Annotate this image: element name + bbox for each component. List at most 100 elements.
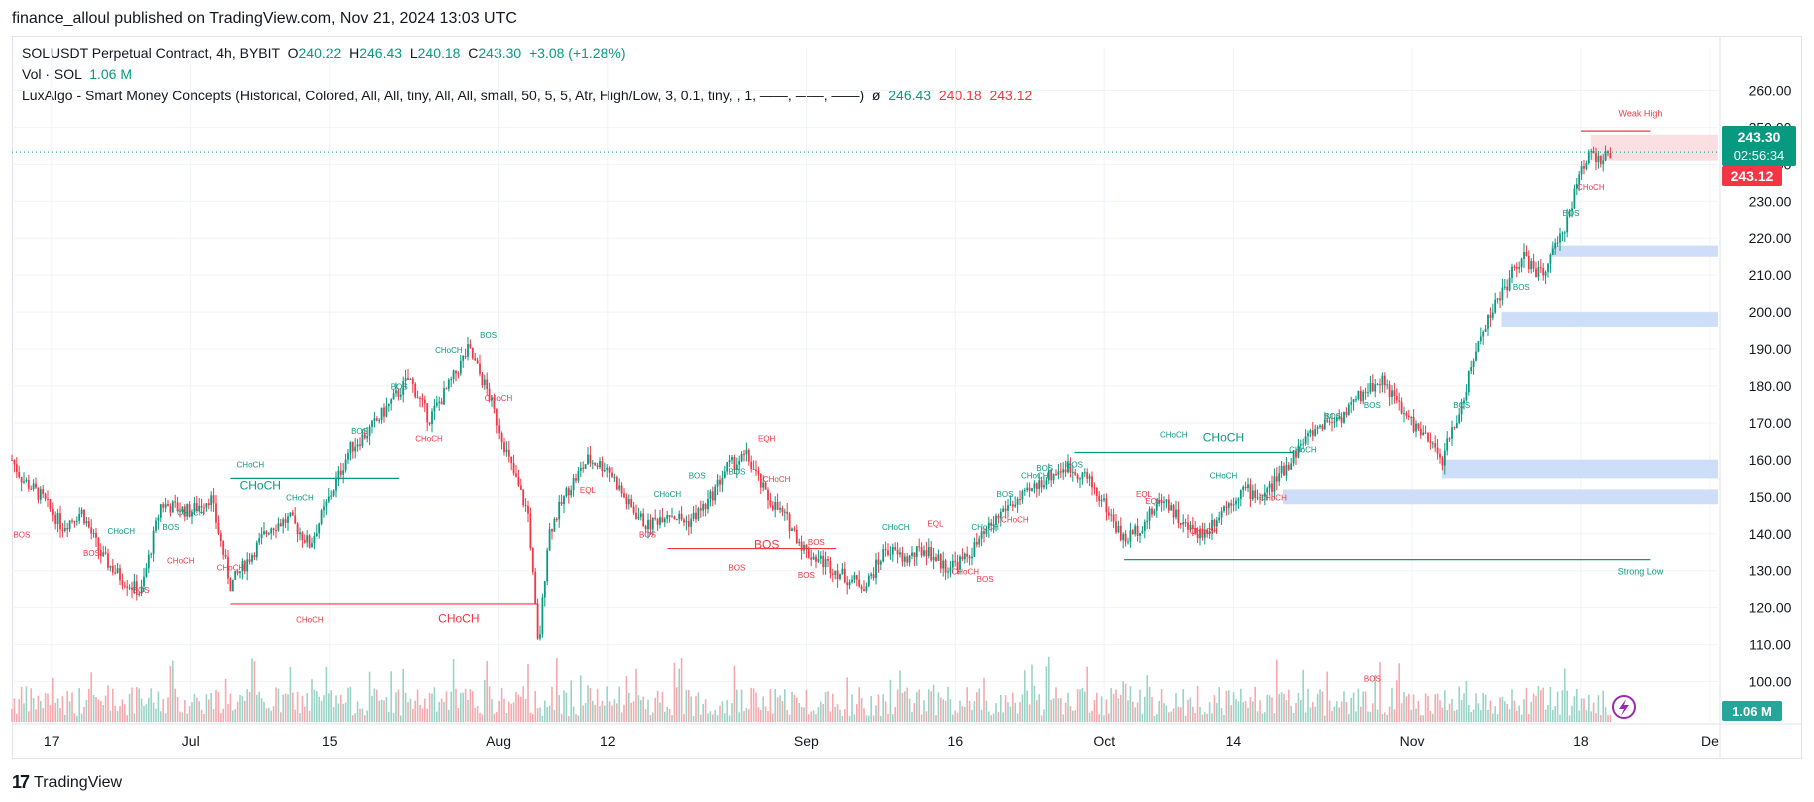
candle-body (1268, 483, 1271, 489)
candle-body (140, 586, 143, 594)
volume-bar (35, 709, 37, 722)
candle-body (1103, 498, 1105, 500)
volume-bar (582, 705, 584, 722)
candle-body (87, 521, 90, 528)
candle-body (1081, 472, 1084, 479)
volume-bar (836, 704, 839, 722)
symbol-title[interactable]: SOLUSDT Perpetual Contract, 4h, BYBIT (22, 45, 280, 61)
volume-bar (1105, 699, 1108, 722)
volume-bar (1124, 683, 1127, 722)
candle-body (1376, 384, 1379, 386)
volume-bar (73, 713, 76, 722)
candle-body (1088, 476, 1091, 479)
candle-body (500, 433, 503, 443)
volume-bar (728, 715, 731, 722)
candle-body (543, 581, 546, 598)
volume-bar (1436, 693, 1439, 722)
candle-body (131, 587, 133, 591)
candle-body (1273, 476, 1276, 492)
volume-bar (28, 711, 30, 722)
volume-bar (1086, 666, 1088, 722)
volume-bar (988, 711, 990, 722)
volume-bar (1559, 714, 1561, 722)
volume-bar (287, 694, 289, 722)
volume-bar (78, 688, 80, 722)
volume-bar (894, 707, 896, 722)
candle-body (995, 515, 997, 525)
tradingview-logo-icon[interactable]: 17 (12, 772, 30, 792)
volume-bar (1463, 693, 1465, 722)
volume-bar (232, 710, 234, 722)
volume-bar (148, 697, 150, 722)
candle-body (906, 556, 909, 563)
volume-bar (1420, 715, 1422, 722)
volume-bar (361, 708, 364, 722)
candle-body (685, 521, 688, 523)
volume-bar (812, 710, 815, 722)
candle-body (1278, 473, 1281, 482)
volume-bar (630, 702, 632, 722)
volume-bar (613, 699, 616, 722)
candle-body (1436, 447, 1439, 454)
volume-bar (1091, 710, 1093, 722)
structure-label: CHoCH (167, 556, 195, 565)
volume-bar (1000, 694, 1002, 722)
volume-bar (452, 659, 455, 722)
candle-body (1496, 298, 1499, 300)
candle-body (231, 579, 234, 592)
candle-body (1467, 371, 1470, 393)
volume-bar (1136, 702, 1139, 722)
volume-bar (184, 700, 186, 722)
volume-bar (1088, 712, 1091, 722)
candle-body (90, 527, 93, 534)
volume-bar (690, 696, 692, 722)
volume-bar (500, 688, 503, 722)
volume-bar (1290, 705, 1292, 722)
volume-bar (541, 715, 544, 722)
volume-bar (743, 711, 745, 722)
candle-body (114, 572, 117, 574)
candle-body (174, 501, 177, 503)
volume-bar (42, 708, 44, 722)
lightning-icon[interactable] (1612, 695, 1636, 719)
volume-bar (196, 697, 198, 722)
candle-body (1364, 391, 1367, 393)
volume-bar (884, 701, 887, 722)
candle-body (1587, 151, 1590, 164)
candle-body (1595, 153, 1597, 163)
volume-bar (1280, 692, 1283, 722)
candle-body (325, 501, 328, 507)
candle-body (515, 473, 517, 477)
volume-bar (1285, 700, 1288, 722)
candle-body (579, 467, 582, 471)
volume-bar (1535, 695, 1537, 722)
candle-body (522, 489, 525, 506)
candle-body (1583, 165, 1585, 169)
footer-brand: TradingView (34, 773, 123, 791)
volume-bar (937, 692, 940, 722)
candle-body (1071, 472, 1074, 474)
candle-body (975, 542, 978, 545)
candle-body (35, 483, 37, 488)
indicator-label[interactable]: LuxAlgo - Smart Money Concepts (Historic… (22, 87, 865, 103)
structure-label: CHoCH (1259, 494, 1287, 503)
candle-body (563, 496, 565, 505)
volume-bar (661, 691, 664, 722)
candle-body (263, 531, 265, 535)
time-axis[interactable]: 17 Jul 15 Aug 12 Sep 16 Oct 14 Nov 18 De (12, 723, 1802, 749)
volume-bar (460, 692, 462, 722)
candle-body (1535, 268, 1537, 278)
candle-body (1527, 255, 1530, 270)
volume-bar (212, 709, 215, 722)
candle-body (1537, 267, 1540, 278)
volume-bar (1393, 709, 1396, 722)
volume-bar (1256, 711, 1259, 722)
volume-badge-bg (1722, 701, 1782, 721)
structure-label: BOS (808, 538, 825, 547)
candle-body (351, 441, 354, 452)
candle-body (1093, 487, 1096, 489)
volume-bar (450, 691, 452, 722)
candle-body (745, 449, 748, 455)
volume-bar (841, 715, 844, 722)
